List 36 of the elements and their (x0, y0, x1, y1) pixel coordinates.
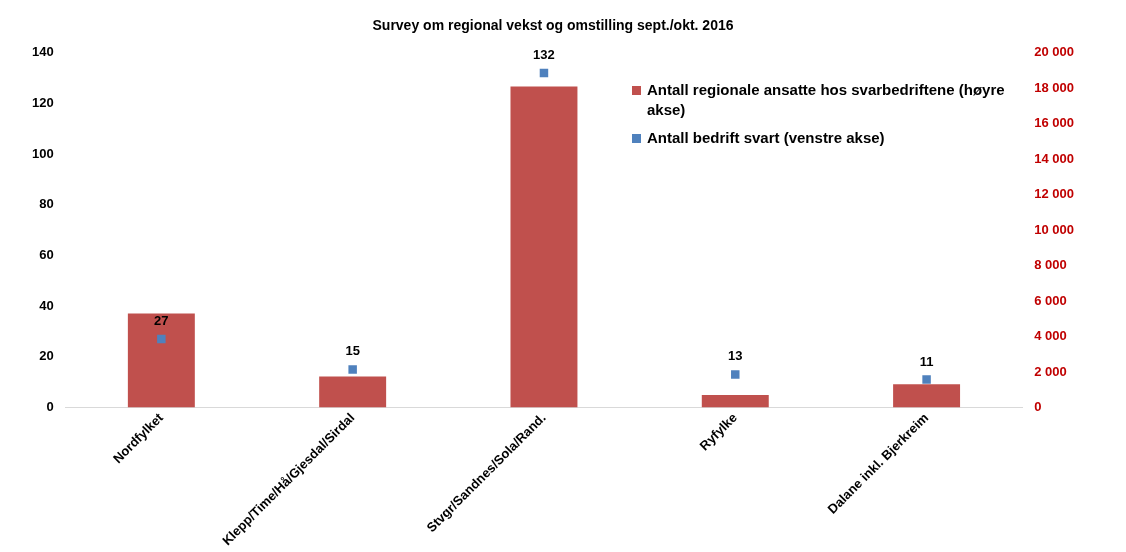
y-tick-label: 0 (46, 399, 54, 414)
data-label: 13 (728, 348, 743, 364)
y2-tick-label: 4 000 (1034, 328, 1067, 344)
y-tick-label: 60 (39, 247, 54, 263)
chart-title: Survey om regional vekst og omstilling sept./okt. 2016 (372, 17, 734, 34)
y-tick-label: 80 (39, 196, 54, 212)
bar (127, 313, 195, 408)
y2-tick-label: 0 (1034, 399, 1042, 414)
bar (893, 384, 961, 408)
y2-tick-label: 2 000 (1034, 363, 1067, 379)
point (922, 375, 931, 384)
y2-tick-label: 6 000 (1034, 292, 1067, 308)
bar (701, 395, 769, 408)
y2-tick-label: 8 000 (1034, 257, 1067, 273)
y-tick-label: 100 (31, 145, 54, 161)
y-tick-label: 120 (31, 95, 54, 111)
legend-label: Antall regionale ansatte hos svarbedriftene (høyre akse) (647, 80, 1006, 120)
bar (319, 376, 387, 408)
y-tick-label: 140 (31, 44, 54, 60)
data-label: 27 (154, 313, 169, 329)
data-label: 132 (533, 47, 555, 63)
point (157, 334, 166, 344)
y2-tick-label: 16 000 (1034, 115, 1074, 131)
y2-tick-label: 18 000 (1034, 79, 1074, 95)
y-tick-label: 20 (39, 348, 54, 364)
legend-label: Antall bedrift svart (venstre akse) (647, 128, 885, 148)
point (348, 365, 357, 374)
y2-tick-label: 20 000 (1034, 44, 1074, 60)
y-tick-label: 40 (39, 297, 54, 313)
data-label: 11 (919, 353, 934, 369)
data-label: 15 (345, 343, 360, 359)
bar (510, 86, 578, 408)
point (731, 370, 740, 379)
y2-tick-label: 14 000 (1034, 150, 1074, 166)
y2-tick-label: 12 000 (1034, 186, 1074, 202)
y2-tick-label: 10 000 (1034, 221, 1074, 237)
